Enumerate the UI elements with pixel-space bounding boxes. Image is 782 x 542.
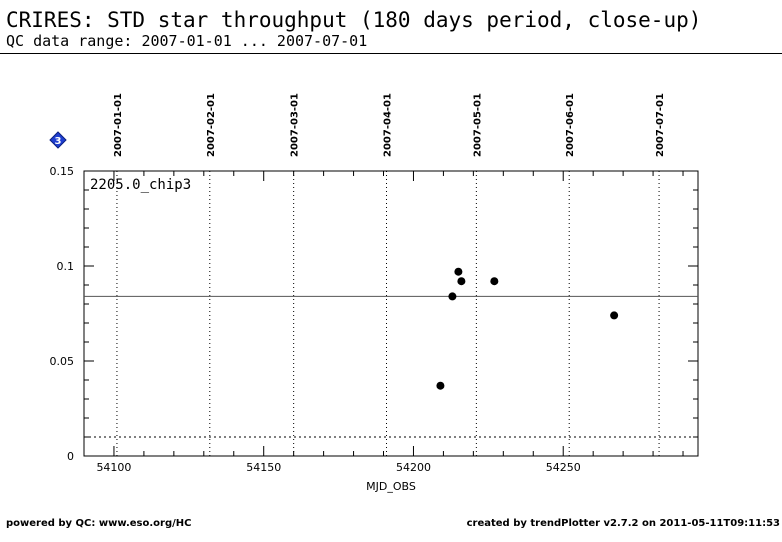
date-label: 2007-01-01 [113,93,124,157]
data-point [457,277,466,286]
data-point [490,277,499,286]
plot-border [83,170,699,457]
footer-created-by: created by trendPlotter v2.7.2 on 2011-0… [466,518,780,529]
axis-labels: 2205.0_chip3 MJD_OBS [90,177,416,493]
data-points [436,267,619,390]
y-tick-label: 0.05 [50,355,75,368]
y-tick-label: 0 [67,450,74,463]
date-label: 2007-04-01 [383,93,394,157]
date-gridlines [116,171,660,456]
data-point [448,292,457,301]
y-tick-label: 0.1 [57,260,75,273]
chart-title: CRIRES: STD star throughput (180 days pe… [6,8,702,32]
x-tick-label: 54150 [246,461,281,474]
marker-number: 3 [55,136,62,147]
plot-frame [83,170,699,457]
y-axis-ticks: 0 0.05 0.1 0.15 [50,165,698,463]
data-point [436,381,445,390]
date-label: 2007-06-01 [565,93,576,157]
reference-lines [84,295,698,438]
header-divider [0,53,782,54]
panel-marker: 3 [49,131,67,149]
date-label: 2007-02-01 [206,93,217,157]
x-tick-label: 54200 [396,461,431,474]
panel-label: 2205.0_chip3 [90,177,191,193]
y-tick-label: 0.15 [50,165,75,178]
x-axis-label: MJD_OBS [366,480,416,493]
date-label: 2007-05-01 [472,93,483,157]
data-point [610,311,619,320]
footer-powered-by: powered by QC: www.eso.org/HC [6,518,192,529]
data-range-subtitle: QC data range: 2007-01-01 ... 2007-07-01 [6,32,368,50]
date-label: 2007-07-01 [655,93,666,157]
data-point [454,267,463,276]
x-axis-ticks: 54100 54150 54200 54250 [83,171,684,474]
diamond-3-icon [49,131,67,149]
x-tick-label: 54250 [546,461,581,474]
date-label: 2007-03-01 [290,93,301,157]
date-axis-labels: 2007-01-01 2007-02-01 2007-03-01 2007-04-01… [113,93,666,157]
x-tick-label: 54100 [96,461,131,474]
